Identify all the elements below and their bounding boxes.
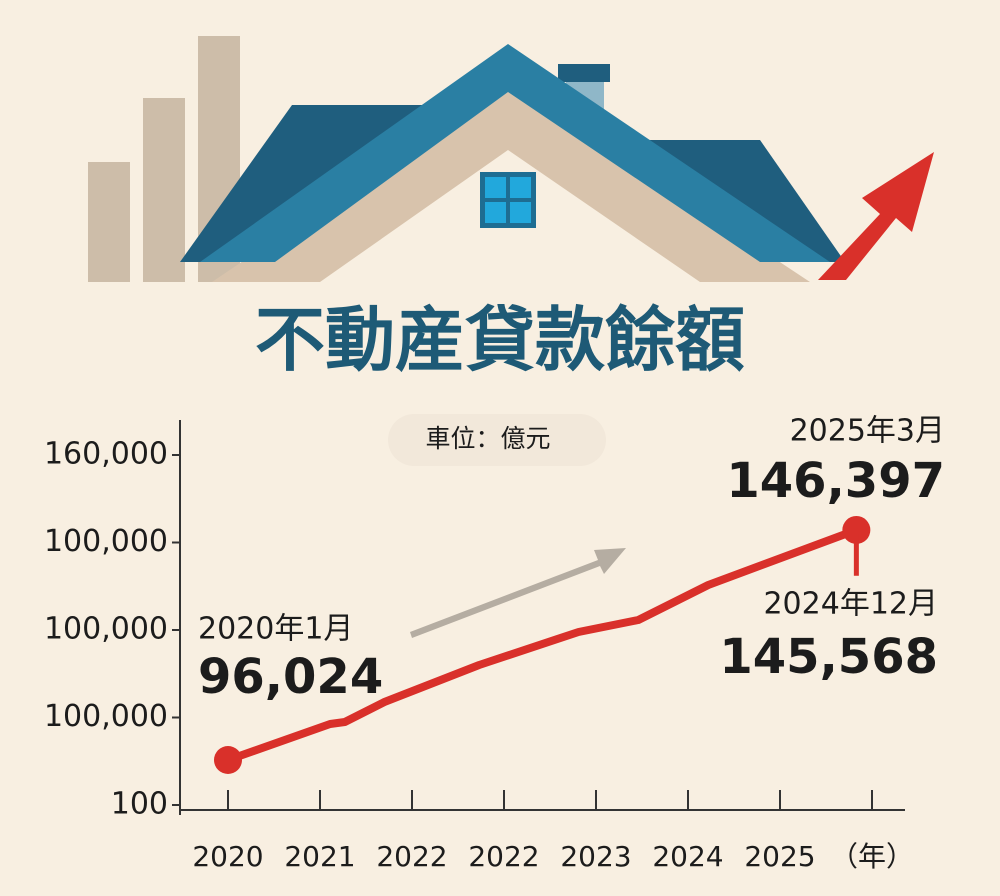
x-tick-label: 2020 xyxy=(192,840,263,873)
unit-pill xyxy=(388,414,606,466)
illustration xyxy=(88,36,934,282)
y-tick-label: 100,000 xyxy=(44,612,168,647)
window-pane xyxy=(510,177,531,198)
x-tick-label: 2024 xyxy=(652,840,723,873)
deco-bar xyxy=(88,162,130,282)
annotation-date: 2025年3月 xyxy=(790,414,945,449)
chimney-cap xyxy=(558,64,610,82)
y-tick-label: 100 xyxy=(111,787,168,822)
y-tick-label: 100,000 xyxy=(44,524,168,559)
unit-label: 車位：億元 xyxy=(425,424,550,453)
x-tick-label: 2021 xyxy=(284,840,355,873)
y-tick-label: 100,000 xyxy=(44,699,168,734)
window-pane xyxy=(485,202,506,223)
window-pane xyxy=(485,177,506,198)
annotation-value: 96,024 xyxy=(198,649,383,705)
x-tick-label: （年） xyxy=(830,840,914,873)
trend-arrow xyxy=(410,548,626,638)
highlight-dot xyxy=(842,515,871,544)
deco-bar xyxy=(143,98,185,282)
x-tick-label: 2022 xyxy=(468,840,539,873)
deco-arrow xyxy=(818,152,934,280)
x-tick-label: 2023 xyxy=(560,840,631,873)
data-line xyxy=(226,526,858,764)
x-tick-label: 2025 xyxy=(744,840,815,873)
roof-main xyxy=(200,44,830,262)
x-tick-label: 2022 xyxy=(376,840,447,873)
annotation-value: 145,568 xyxy=(719,629,938,685)
chart-title: 不動産貸款餘額 xyxy=(255,299,745,381)
highlight-dot xyxy=(214,746,242,774)
window-pane xyxy=(510,202,531,223)
house-wall xyxy=(212,82,810,282)
annotation-value: 146,397 xyxy=(726,453,945,509)
annotation-date: 2020年1月 xyxy=(198,612,353,647)
y-tick-label: 160,000 xyxy=(44,437,168,472)
annotation-date: 2024年12月 xyxy=(763,587,938,622)
